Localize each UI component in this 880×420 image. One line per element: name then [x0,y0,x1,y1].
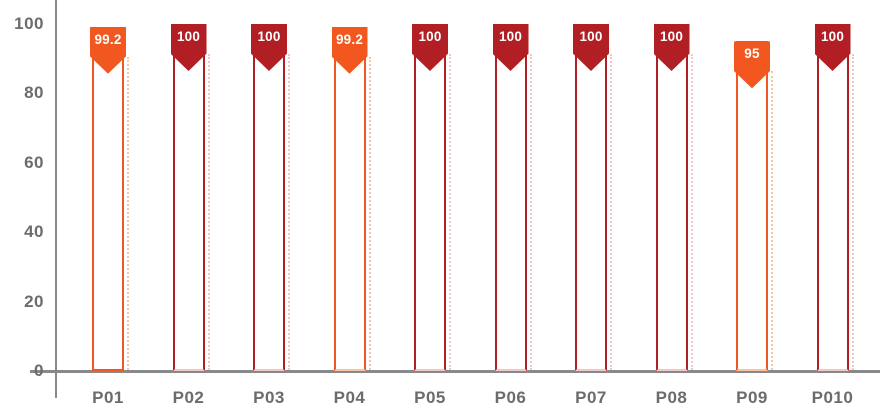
value-label: 99.2 [335,31,364,47]
x-axis-label-p07: P07 [575,388,607,407]
bar-p06 [494,24,527,371]
bar-p05 [414,24,446,371]
bar-p04 [333,26,366,371]
x-axis-label-p01: P01 [92,388,124,407]
bar-shadow-dotted-line [851,54,854,370]
bar-shadow-dotted-line [610,54,612,370]
value-label: 100 [659,29,684,44]
y-tick-label: 40 [24,222,44,242]
value-label: 99.2 [94,31,122,47]
value-label: 95 [744,46,760,62]
bar-p02 [172,24,205,371]
x-axis-label-p06: P06 [494,388,527,407]
x-axis-label-p09: P09 [736,388,768,407]
x-axis-label-p02: P02 [172,388,205,407]
y-tick-label: 80 [24,83,44,103]
x-axis-label-p03: P03 [253,388,285,407]
y-axis-line [55,0,57,398]
value-label: 100 [579,29,603,44]
x-axis-label-p04: P04 [333,388,366,407]
x-axis-label-p08: P08 [655,388,688,407]
bar-shadow-dotted-line [529,54,532,370]
bar-shadow-dotted-line [288,54,290,370]
bar-shadow-dotted-line [690,54,693,370]
bar-p01 [92,26,124,371]
bar-shadow-dotted-line [368,56,371,370]
y-tick-label: 60 [24,152,44,172]
bar-p03 [253,24,285,371]
value-label: 100 [176,29,201,44]
value-label: 100 [498,29,523,44]
value-label: 100 [418,29,442,44]
bar-shadow-dotted-line [127,56,129,370]
value-label: 100 [820,29,845,44]
bar-p09 [736,41,768,371]
y-tick-label: 20 [24,291,44,311]
x-axis-baseline [30,370,880,373]
x-axis-label-p05: P05 [414,388,446,407]
y-tick-label: 100 [14,14,44,33]
value-label: 100 [257,29,281,44]
bar-shadow-dotted-line [207,54,210,370]
x-axis-label-p010: P010 [811,388,854,407]
bar-p010 [816,24,849,371]
bar-shadow-dotted-line [449,54,451,370]
bar-p08 [655,24,688,371]
y-tick-label: 0 [34,361,44,380]
bar-shadow-dotted-line [771,71,773,370]
bar-p07 [575,24,607,371]
